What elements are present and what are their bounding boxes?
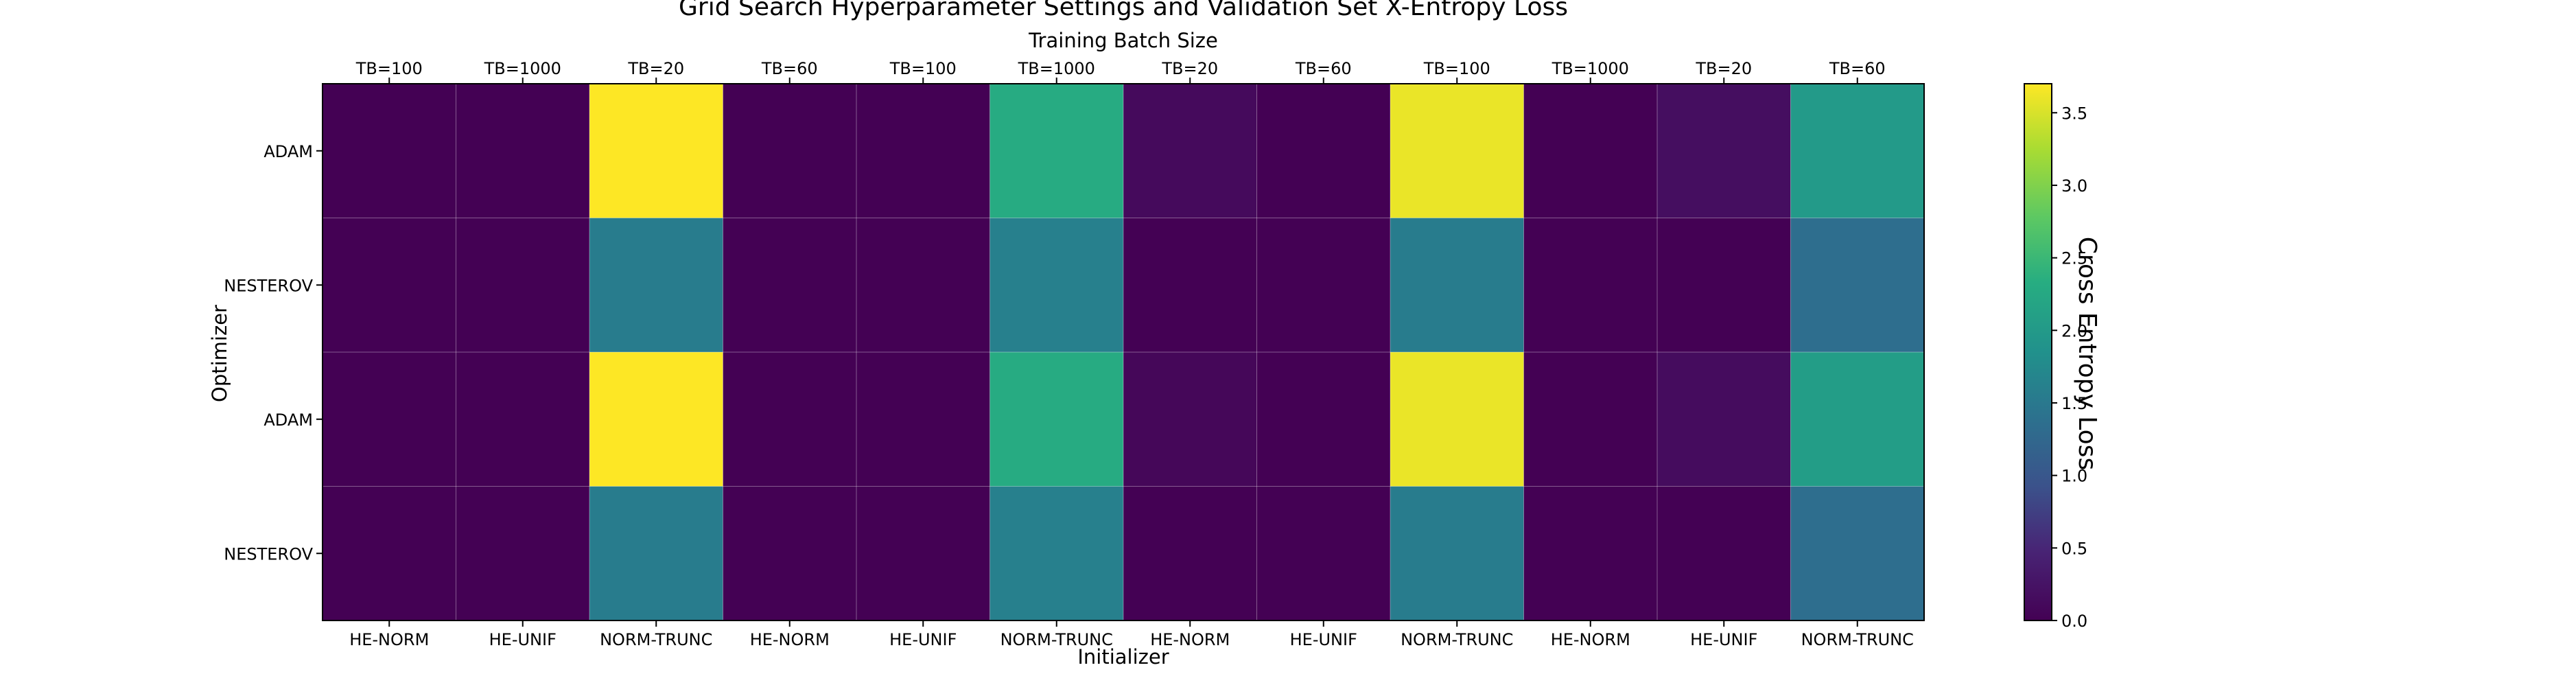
plot-frame [322,83,1925,621]
x-tick-label: HE-UNIF [1290,630,1357,649]
heatmap-cell [856,84,990,218]
colorbar-tick-label: 2.0 [2061,321,2087,340]
heatmap-cell [990,218,1124,353]
colorbar-tick-label: 3.5 [2061,104,2087,123]
heatmap-cell [1123,486,1257,621]
heatmap-cell [856,352,990,487]
x-axis-label: Initializer [1077,645,1169,669]
heatmap-cell [589,486,723,621]
heatmap-cell [1123,218,1257,353]
heatmap-cell [456,352,590,487]
top-tick-label: TB=60 [1295,59,1352,78]
heatmap-cell [1523,84,1658,218]
x-tick-label: HE-NORM [750,630,830,649]
heatmap-cell [990,352,1124,487]
heatmap-cell [723,352,857,487]
heatmap-cell [1256,486,1391,621]
colorbar-tick-label: 2.5 [2061,249,2087,268]
heatmap-cell [1657,84,1791,218]
top-tick-label: TB=60 [761,59,818,78]
colorbar-tick-label: 0.5 [2061,539,2087,558]
heatmap-cell [323,218,456,353]
heatmap-cell [990,486,1124,621]
heatmap-cell [1790,352,1925,487]
top-tick-label: TB=1000 [1018,59,1095,78]
heatmap-cell [1390,352,1524,487]
heatmap-cell [1123,84,1257,218]
x-tick-label: NORM-TRUNC [1801,630,1914,649]
heatmap-cell [723,218,857,353]
y-tick-label: NESTEROV [224,544,313,564]
heatmap-cell [723,84,857,218]
colorbar-tick-label: 3.0 [2061,176,2087,196]
heatmap-cell [1523,486,1658,621]
y-axis-label: Optimizer [208,305,231,402]
top-tick-label: TB=100 [1423,59,1490,78]
y-tick-label: ADAM [264,142,313,161]
heatmap-cell [1390,486,1524,621]
top-tick-label: TB=60 [1829,59,1886,78]
heatmap-cell [1123,352,1257,487]
top-tick-label: TB=20 [627,59,684,78]
heatmap-cell [856,486,990,621]
colorbar [2024,83,2052,621]
x-tick-label: NORM-TRUNC [600,630,712,649]
x-tick-label: HE-NORM [1150,630,1230,649]
x-tick-label: HE-UNIF [489,630,557,649]
heatmap-cell [589,352,723,487]
top-tick-label: TB=20 [1695,59,1752,78]
heatmap-cell [323,486,456,621]
top-tick-label: TB=1000 [484,59,561,78]
x-tick-label: NORM-TRUNC [1401,630,1513,649]
heatmap-cell [456,84,590,218]
heatmap-cell [1523,218,1658,353]
heatmap-cell [1657,352,1791,487]
y-tick-label: ADAM [264,410,313,430]
heatmap-cell [1256,218,1391,353]
x-tick-label: HE-NORM [1551,630,1630,649]
heatmap-cell [990,84,1124,218]
x-tick-label: NORM-TRUNC [1000,630,1113,649]
heatmap-cell [1523,352,1658,487]
heatmap-cell [1790,486,1925,621]
heatmap-cell [456,486,590,621]
heatmap-cell [323,352,456,487]
colorbar-tick-label: 0.0 [2061,612,2087,631]
top-tick-label: TB=20 [1161,59,1218,78]
heatmap-cell [723,486,857,621]
x-tick-label: HE-UNIF [889,630,957,649]
x-tick-label: HE-UNIF [1690,630,1757,649]
colorbar-tick-label: 1.5 [2061,394,2087,413]
x-tick-label: HE-NORM [349,630,429,649]
heatmap-cell [323,84,456,218]
heatmap-cell [1657,486,1791,621]
colorbar-tick-label: 1.0 [2061,467,2087,486]
heatmap-cell [1790,84,1925,218]
heatmap-cell [1390,84,1524,218]
top-tick-label: TB=100 [355,59,423,78]
top-tick-label: TB=1000 [1552,59,1629,78]
top-tick-label: TB=100 [889,59,957,78]
heatmap-cell [1657,218,1791,353]
heatmap-cell [1256,84,1391,218]
heatmap-cell [1256,352,1391,487]
heatmap-cell [456,218,590,353]
colorbar-label: Cross Entropy Loss [2073,237,2101,470]
heatmap-cell [1790,218,1925,353]
top-axis-label: Training Batch Size [1028,29,1218,52]
heatmap-cell [856,218,990,353]
chart-title: Grid Search Hyperparameter Settings and … [679,0,1568,21]
heatmap-cell [1390,218,1524,353]
heatmap-cell [589,218,723,353]
y-tick-label: NESTEROV [224,276,313,295]
heatmap-cell [589,84,723,218]
